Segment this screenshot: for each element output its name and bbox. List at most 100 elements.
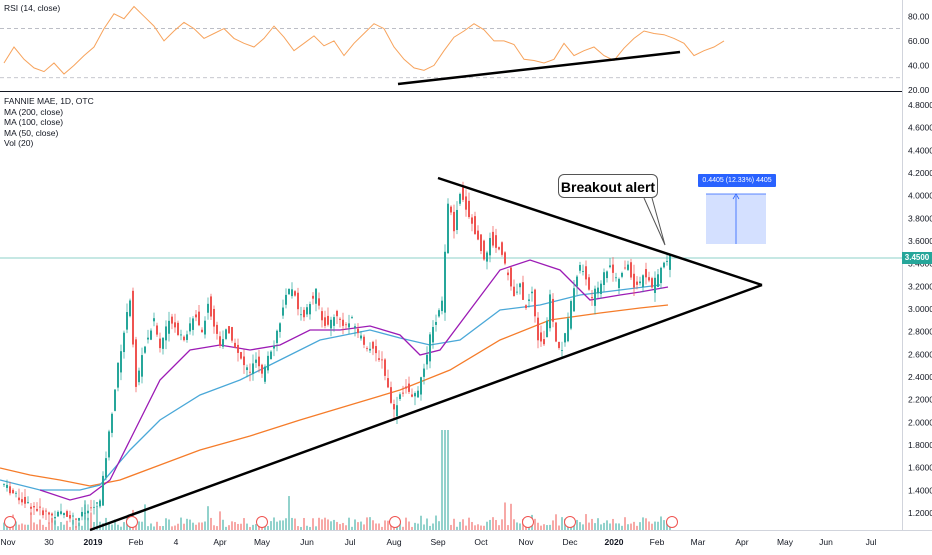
volume-bar <box>264 525 266 530</box>
volume-bar <box>615 523 617 530</box>
candle-body <box>39 506 41 508</box>
volume-bar <box>159 526 161 530</box>
candle-body <box>462 187 464 200</box>
candle-body <box>408 383 410 392</box>
price-tick-label: 4.6000 <box>908 123 932 133</box>
volume-bar <box>249 526 251 530</box>
volume-bar <box>390 524 392 530</box>
breakout-alert-callout[interactable]: Breakout alert <box>558 174 658 198</box>
time-tick-label: Jun <box>300 537 314 547</box>
candle-body <box>396 405 398 417</box>
candle-body <box>165 326 167 341</box>
candle-body <box>597 287 599 294</box>
vol-label[interactable]: Vol (20) <box>4 138 34 148</box>
candle-body <box>552 298 554 322</box>
volume-bar <box>54 520 56 530</box>
volume-bar <box>279 520 281 530</box>
rsi-tick-label: 40.00 <box>908 60 930 70</box>
volume-bar <box>69 526 71 530</box>
candle-body <box>627 264 629 270</box>
rsi-trendline <box>397 50 681 86</box>
volume-bar <box>534 518 536 530</box>
volume-bar <box>429 525 431 530</box>
volume-bar <box>642 517 644 530</box>
volume-bar <box>486 521 488 530</box>
volume-bar <box>198 522 200 530</box>
candle-body <box>669 254 671 270</box>
price-range-measure-label[interactable]: 0.4405 (12.33%) 4405 <box>698 174 776 187</box>
volume-bar <box>3 522 5 530</box>
candle-body <box>258 356 260 367</box>
candle-body <box>447 203 449 254</box>
volume-bar <box>150 523 152 530</box>
candle-body <box>405 386 407 389</box>
candle-body <box>420 377 422 395</box>
candle-body <box>147 337 149 340</box>
volume-bar <box>558 525 560 530</box>
candle-body <box>3 484 5 486</box>
price-tick-label: 4.8000 <box>908 100 932 110</box>
volume-bar <box>147 526 149 530</box>
volume-bar <box>372 520 374 530</box>
candle-body <box>591 297 593 299</box>
volume-bar <box>24 524 26 530</box>
candle-body <box>198 311 200 326</box>
volume-bar <box>645 518 647 530</box>
volume-bar <box>36 524 38 530</box>
candle-body <box>426 354 428 365</box>
candle-body <box>339 318 341 320</box>
ma100-label[interactable]: MA (100, close) <box>4 117 64 127</box>
candle-body <box>87 510 89 514</box>
candle-body <box>330 319 332 329</box>
ma200-label[interactable]: MA (200, close) <box>4 106 64 117</box>
candle-body <box>666 260 668 262</box>
candle-body <box>492 231 494 246</box>
time-tick-label: Feb <box>129 537 144 547</box>
candle-body <box>558 341 560 348</box>
volume-bar <box>576 519 578 530</box>
candle-body <box>255 359 257 363</box>
candle-body <box>543 339 545 345</box>
candle-body <box>294 291 296 296</box>
volume-bar <box>339 524 341 530</box>
candle-body <box>69 515 71 519</box>
candle-body <box>51 513 53 516</box>
volume-bar <box>453 518 455 530</box>
volume-bar <box>141 521 143 530</box>
volume-bar <box>594 523 596 530</box>
earnings-marker-icon <box>564 516 576 528</box>
volume-bar <box>33 522 35 530</box>
volume-bar <box>495 520 497 530</box>
symbol-label[interactable]: FANNIE MAE, 1D, OTC <box>4 96 94 106</box>
candle-body <box>309 304 311 315</box>
volume-bar <box>60 522 62 530</box>
candle-body <box>21 499 23 503</box>
volume-bar <box>540 525 542 530</box>
candle-body <box>120 351 122 373</box>
candle-body <box>315 288 317 304</box>
candle-body <box>300 314 302 316</box>
volume-bar <box>231 521 233 530</box>
volume-bar <box>399 522 401 530</box>
candle-body <box>282 307 284 316</box>
time-tick-label: Dec <box>562 537 578 547</box>
time-tick-label: Apr <box>735 537 748 547</box>
ma50-label[interactable]: MA (50, close) <box>4 127 59 138</box>
candle-body <box>432 326 434 343</box>
volume-bar <box>108 522 110 530</box>
candle-body <box>159 338 161 349</box>
volume-bar <box>282 520 284 530</box>
time-tick-label: Feb <box>650 537 665 547</box>
candle-body <box>471 217 473 224</box>
candle-body <box>360 335 362 339</box>
volume-bar <box>21 523 23 530</box>
candle-body <box>288 288 290 295</box>
candle-body <box>276 330 278 343</box>
volume-bar <box>474 525 476 530</box>
volume-bar <box>237 523 239 530</box>
volume-bar <box>57 526 59 530</box>
candle-body <box>513 286 515 297</box>
candle-body <box>657 274 659 287</box>
candle-body <box>588 277 590 290</box>
